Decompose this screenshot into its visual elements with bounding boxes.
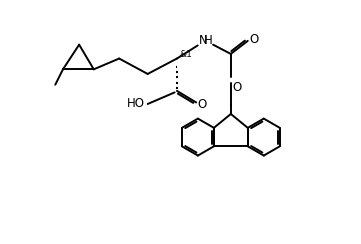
Text: O: O xyxy=(249,33,258,46)
Text: O: O xyxy=(232,81,242,94)
Text: HO: HO xyxy=(127,97,145,111)
Text: N: N xyxy=(199,34,207,47)
Text: &1: &1 xyxy=(179,50,192,59)
Text: O: O xyxy=(198,98,207,111)
Text: H: H xyxy=(204,34,213,47)
